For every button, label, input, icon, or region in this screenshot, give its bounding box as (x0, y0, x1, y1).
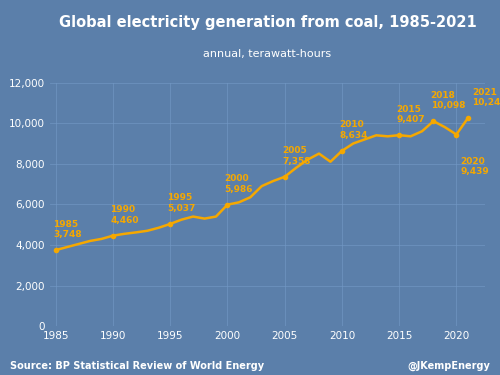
Text: 2005
7,358: 2005 7,358 (282, 146, 310, 166)
Text: 2020
9,439: 2020 9,439 (460, 157, 490, 176)
Text: 2000
5,986: 2000 5,986 (224, 174, 253, 194)
Text: 1990
4,460: 1990 4,460 (110, 205, 138, 225)
Text: Global electricity generation from coal, 1985-2021: Global electricity generation from coal,… (58, 15, 476, 30)
Text: 2021
10,244: 2021 10,244 (472, 88, 500, 107)
Text: 2015
9,407: 2015 9,407 (396, 105, 425, 124)
Text: 1995
5,037: 1995 5,037 (168, 194, 196, 213)
Text: 2010
8,634: 2010 8,634 (339, 120, 368, 140)
Text: @JKempEnergy: @JKempEnergy (407, 361, 490, 371)
Text: annual, terawatt-hours: annual, terawatt-hours (204, 49, 332, 59)
Text: 1985
3,748: 1985 3,748 (53, 220, 82, 239)
Text: 2018
10,098: 2018 10,098 (430, 91, 465, 110)
Text: Source: BP Statistical Review of World Energy: Source: BP Statistical Review of World E… (10, 361, 264, 371)
